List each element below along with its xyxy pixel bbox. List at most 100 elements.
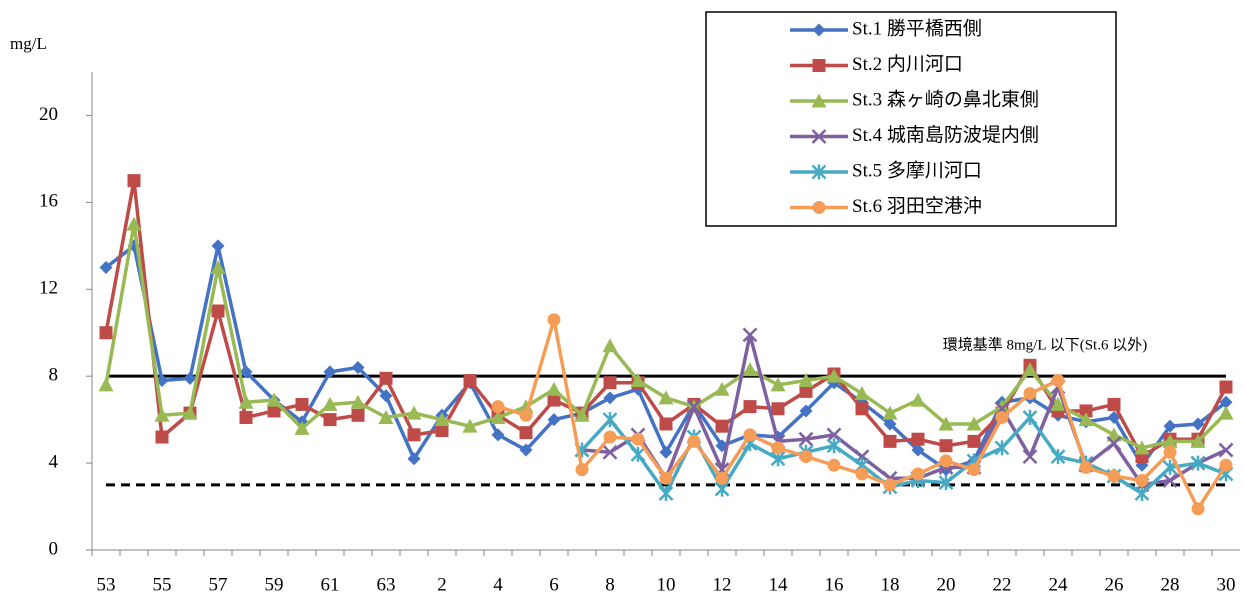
marker xyxy=(967,463,981,477)
marker xyxy=(771,441,785,455)
marker xyxy=(742,327,758,343)
x-tick-label: 20 xyxy=(937,574,956,595)
marker xyxy=(967,434,981,448)
marker xyxy=(883,417,897,431)
marker xyxy=(658,390,674,405)
marker xyxy=(182,405,198,420)
marker xyxy=(351,360,365,374)
marker xyxy=(812,23,826,37)
x-tick-label: 55 xyxy=(153,574,172,595)
x-tick-label: 22 xyxy=(993,574,1012,595)
marker xyxy=(1219,380,1233,394)
marker xyxy=(799,384,813,398)
legend-label: St.4 城南島防波堤内側 xyxy=(852,124,1039,146)
x-tick-label: 61 xyxy=(321,574,340,595)
marker xyxy=(1050,396,1066,411)
marker xyxy=(1218,442,1234,458)
marker xyxy=(1218,405,1234,420)
marker xyxy=(911,467,925,481)
x-tick-label: 8 xyxy=(605,574,615,595)
marker xyxy=(826,438,842,454)
marker xyxy=(407,428,421,442)
marker xyxy=(547,413,561,427)
marker xyxy=(490,409,506,424)
marker xyxy=(1135,473,1149,487)
marker xyxy=(547,313,561,327)
marker xyxy=(1022,449,1038,464)
marker xyxy=(491,428,505,442)
marker xyxy=(518,399,534,414)
marker xyxy=(463,374,477,388)
marker xyxy=(379,371,393,385)
marker xyxy=(546,381,562,396)
marker xyxy=(238,394,254,409)
marker xyxy=(602,444,618,460)
marker xyxy=(827,458,841,472)
marker xyxy=(798,373,814,388)
marker xyxy=(519,408,533,422)
marker xyxy=(603,376,617,390)
marker xyxy=(911,432,925,446)
marker xyxy=(812,59,826,72)
x-tick-label: 53 xyxy=(97,574,116,595)
y-tick-label: 20 xyxy=(39,104,58,125)
marker xyxy=(378,409,394,424)
marker xyxy=(1106,436,1122,451)
marker xyxy=(882,405,898,420)
marker xyxy=(798,431,814,447)
marker xyxy=(99,326,113,340)
x-tick-label: 28 xyxy=(1161,574,1180,595)
marker xyxy=(379,389,393,403)
legend-box xyxy=(705,11,1117,227)
legend-label: St.6 羽田空港沖 xyxy=(852,195,982,217)
marker xyxy=(811,93,827,108)
x-tick-label: 10 xyxy=(657,574,676,595)
y-tick-label: 12 xyxy=(39,278,58,299)
x-tick-label: 6 xyxy=(549,574,559,595)
marker xyxy=(322,396,338,411)
marker xyxy=(826,368,842,383)
marker xyxy=(799,404,813,418)
marker xyxy=(603,391,617,405)
marker xyxy=(742,362,758,377)
marker xyxy=(154,407,170,422)
marker xyxy=(1022,409,1038,425)
marker xyxy=(323,365,337,379)
marker xyxy=(1079,404,1093,418)
marker xyxy=(1107,410,1121,424)
marker xyxy=(1162,433,1178,448)
marker xyxy=(1219,395,1233,409)
marker xyxy=(435,424,449,437)
marker xyxy=(350,394,366,409)
marker xyxy=(659,445,673,459)
marker xyxy=(686,399,702,414)
marker xyxy=(491,400,505,414)
marker xyxy=(966,416,982,431)
x-tick-label: 18 xyxy=(881,574,900,595)
marker xyxy=(1191,417,1205,431)
annotation: 環境基準 8mg/L 以下(St.6 以外) xyxy=(943,336,1147,354)
marker xyxy=(939,454,953,468)
marker xyxy=(239,365,253,379)
marker xyxy=(547,393,561,407)
marker xyxy=(854,386,870,401)
marker xyxy=(267,404,281,418)
marker xyxy=(434,412,450,427)
x-tick-label: 57 xyxy=(209,574,228,595)
marker xyxy=(994,440,1010,456)
x-tick-label: 14 xyxy=(769,574,789,595)
marker xyxy=(995,410,1009,424)
x-tick-label: 63 xyxy=(377,574,396,595)
marker xyxy=(630,373,646,388)
marker xyxy=(574,407,590,422)
marker xyxy=(1190,433,1206,448)
marker xyxy=(183,371,197,385)
x-tick-label: 59 xyxy=(265,574,284,595)
marker xyxy=(602,412,618,428)
marker xyxy=(1106,427,1122,442)
marker xyxy=(743,428,757,442)
x-tick-label: 4 xyxy=(493,574,503,595)
marker xyxy=(1051,374,1065,388)
marker xyxy=(939,439,953,453)
